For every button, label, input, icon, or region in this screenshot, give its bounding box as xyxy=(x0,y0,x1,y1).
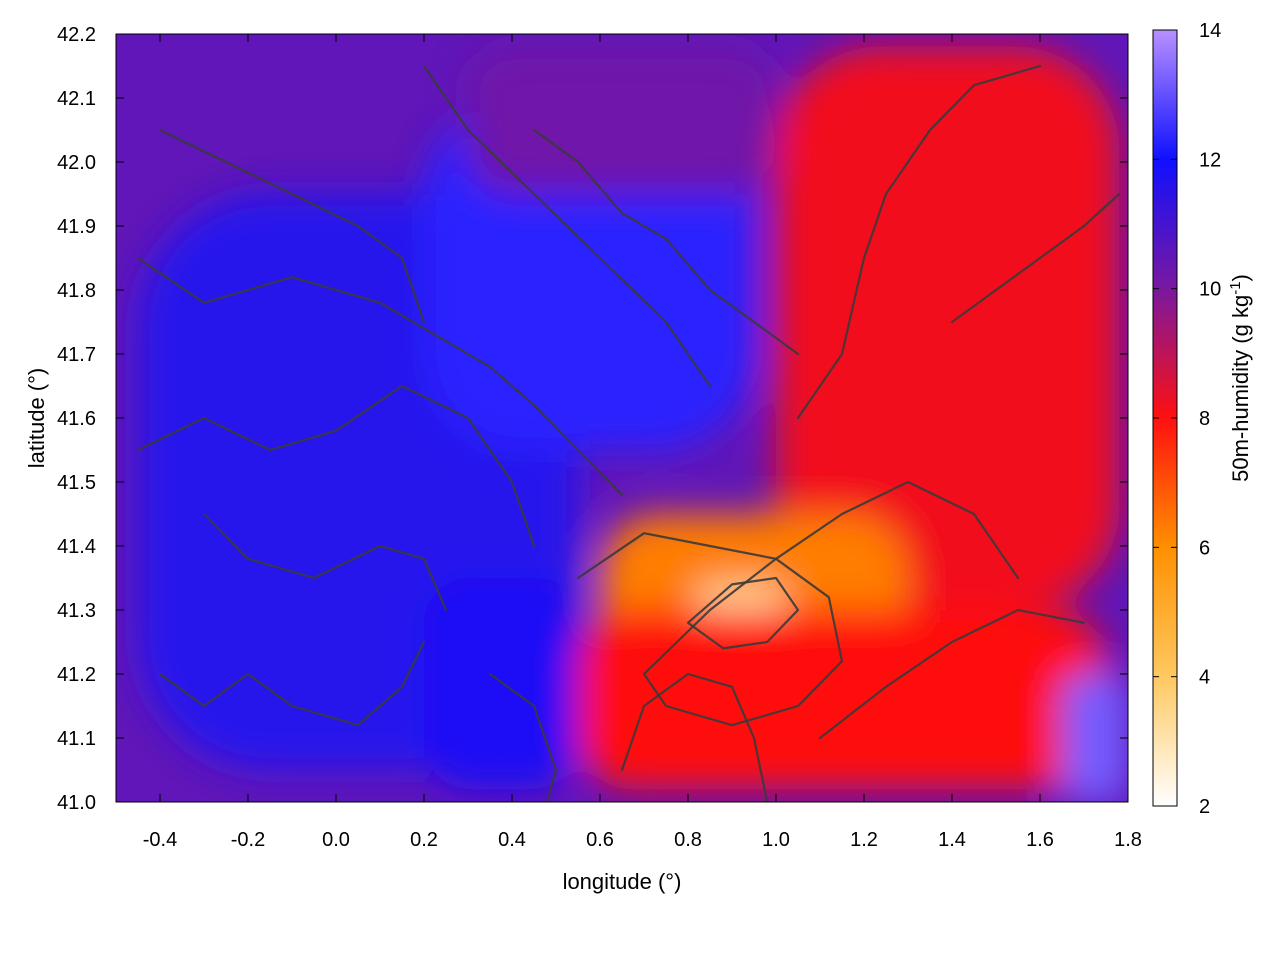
contour-line xyxy=(202,512,448,612)
contour-line xyxy=(158,640,426,727)
contour-line xyxy=(642,557,844,727)
contour-line xyxy=(796,64,1042,420)
x-tick-label: 0.8 xyxy=(674,829,702,851)
y-tick-label: 41.0 xyxy=(57,792,96,814)
x-tick-label: 1.4 xyxy=(938,829,966,851)
y-tick-label: 41.3 xyxy=(57,600,96,622)
colorbar-tick-label: 6 xyxy=(1199,537,1210,559)
y-tick-label: 41.7 xyxy=(57,344,96,366)
colorbar-title: 50m-humidity (g kg-1) xyxy=(1227,274,1254,482)
colorbar-tick-label: 8 xyxy=(1199,408,1210,430)
humidity-field xyxy=(138,46,1128,802)
y-tick-label: 42.0 xyxy=(57,152,96,174)
humidity-region-north-central-mixed xyxy=(468,46,776,194)
terrain-contours xyxy=(136,64,1121,802)
x-tick-label: 0.6 xyxy=(586,829,614,851)
y-tick-label: 41.8 xyxy=(57,280,96,302)
x-tick-label: -0.2 xyxy=(231,829,265,851)
y-tick-label: 41.5 xyxy=(57,472,96,494)
contour-line xyxy=(136,256,624,496)
contour-line xyxy=(136,384,536,548)
y-tick-label: 42.1 xyxy=(57,88,96,110)
colorbar-tick-label: 14 xyxy=(1199,20,1221,42)
humidity-region-south-coastal-dry xyxy=(578,610,1106,790)
contour-line xyxy=(158,128,426,324)
y-tick-label: 41.1 xyxy=(57,728,96,750)
x-axis-title: longitude (°) xyxy=(563,869,682,894)
contour-line xyxy=(488,672,558,802)
contour-line xyxy=(620,672,769,802)
x-axis: -0.4 -0.2 0.0 0.2 0.4 0.6 0.8 1.0 1.2 1.4 1.6 1.8 xyxy=(143,34,1142,851)
y-tick-label: 41.2 xyxy=(57,664,96,686)
y-tick-label: 41.6 xyxy=(57,408,96,430)
x-tick-label: -0.4 xyxy=(143,829,177,851)
contour-line xyxy=(422,64,712,388)
colorbar-title-superscript: -1 xyxy=(1227,281,1244,294)
x-tick-label: 1.0 xyxy=(762,829,790,851)
colorbar-tick-label: 10 xyxy=(1199,279,1221,301)
x-tick-label: 1.6 xyxy=(1026,829,1054,851)
colorbar-tick-label: 4 xyxy=(1199,667,1210,689)
contour-line xyxy=(818,608,1086,740)
humidity-region-eastern-dry-band xyxy=(776,46,1120,611)
contour-line xyxy=(950,192,1121,324)
x-tick-label: 0.4 xyxy=(498,829,526,851)
colorbar-title-main: 50m-humidity (g kg xyxy=(1228,295,1253,482)
colorbar-ticks: 2 4 6 8 10 12 14 xyxy=(1153,20,1221,818)
colorbar-tick-label: 12 xyxy=(1199,149,1221,171)
x-tick-label: 1.8 xyxy=(1114,829,1142,851)
humidity-region-lower-central-moist xyxy=(424,578,578,790)
colorbar-title-end: ) xyxy=(1228,274,1253,281)
y-axis-title: latitude (°) xyxy=(24,368,49,469)
y-tick-label: 41.9 xyxy=(57,216,96,238)
x-tick-label: 1.2 xyxy=(850,829,878,851)
y-tick-label: 41.4 xyxy=(57,536,96,558)
contour-line xyxy=(532,128,800,356)
y-tick-label: 42.2 xyxy=(57,24,96,46)
contour-line xyxy=(686,576,800,650)
humidity-region-southeast-moist-corner xyxy=(1062,674,1128,802)
contour-line xyxy=(576,480,1020,580)
colorbar: 2 4 6 8 10 12 14 50m-humidity (g kg-1) xyxy=(1152,20,1254,818)
plot-area xyxy=(115,33,1129,803)
x-tick-label: 0.0 xyxy=(322,829,350,851)
y-axis: 41.0 41.1 41.2 41.3 41.4 41.5 41.6 41.7 41.8 41.9… xyxy=(57,24,1128,814)
x-tick-label: 0.2 xyxy=(410,829,438,851)
colorbar-tick-label: 2 xyxy=(1199,796,1210,818)
humidity-field-layer xyxy=(138,46,1128,802)
